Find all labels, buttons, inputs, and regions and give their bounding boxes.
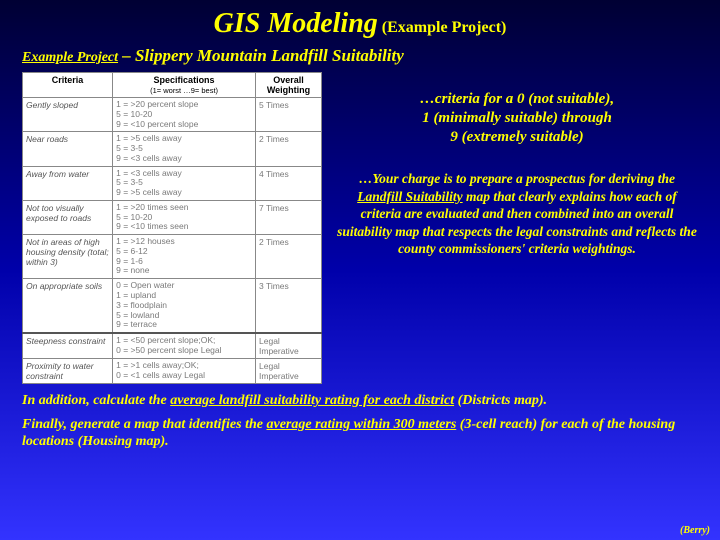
instruction-1: In addition, calculate the average landf… — [22, 392, 698, 410]
criteria-scale-note: …criteria for a 0 (not suitable), 1 (min… — [336, 90, 698, 146]
table-row: Steepness constraint1 = <50 percent slop… — [23, 333, 322, 359]
instruction-2: Finally, generate a map that identifies … — [22, 416, 698, 451]
subtitle-lead: Example Project — [22, 50, 118, 65]
cell-spec: 1 = >20 percent slope5 = 10-209 = <10 pe… — [113, 98, 256, 132]
cell-criteria: Not too visually exposed to roads — [23, 200, 113, 234]
slide-title: GIS Modeling (Example Project) — [22, 8, 698, 40]
table-row: Away from water1 = <3 cells away5 = 3-59… — [23, 166, 322, 200]
cell-spec: 1 = <3 cells away5 = 3-59 = >5 cells awa… — [113, 166, 256, 200]
cell-weight: 7 Times — [256, 200, 322, 234]
table-row: Gently sloped1 = >20 percent slope5 = 10… — [23, 98, 322, 132]
table-row: Proximity to water constraint1 = >1 cell… — [23, 359, 322, 384]
table-row: Not in areas of high housing density (to… — [23, 235, 322, 279]
credit: (Berry) — [680, 525, 710, 536]
cell-weight: 2 Times — [256, 235, 322, 279]
criteria-table-wrap: Criteria Specifications (1= worst …9= be… — [22, 72, 322, 384]
cell-criteria: Away from water — [23, 166, 113, 200]
cell-weight: 4 Times — [256, 166, 322, 200]
bottom-instructions: In addition, calculate the average landf… — [22, 392, 698, 451]
content-row: Criteria Specifications (1= worst …9= be… — [22, 72, 698, 384]
right-column: …criteria for a 0 (not suitable), 1 (min… — [336, 72, 698, 384]
subtitle: Example Project – Slippery Mountain Land… — [22, 46, 698, 66]
cell-weight: Legal Imperative — [256, 359, 322, 384]
th-criteria: Criteria — [23, 73, 113, 98]
cell-criteria: Not in areas of high housing density (to… — [23, 235, 113, 279]
cell-spec: 0 = Open water1 = upland3 = floodplain5 … — [113, 279, 256, 333]
th-weight: Overall Weighting — [256, 73, 322, 98]
subtitle-dash: – — [118, 46, 135, 65]
cell-spec: 1 = >5 cells away5 = 3-59 = <3 cells awa… — [113, 132, 256, 166]
cell-weight: 5 Times — [256, 98, 322, 132]
table-row: Near roads1 = >5 cells away5 = 3-59 = <3… — [23, 132, 322, 166]
th-spec: Specifications (1= worst …9= best) — [113, 73, 256, 98]
title-sub: (Example Project) — [382, 19, 507, 36]
cell-spec: 1 = >20 times seen5 = 10-209 = <10 times… — [113, 200, 256, 234]
cell-criteria: On appropriate soils — [23, 279, 113, 333]
table-row: On appropriate soils0 = Open water1 = up… — [23, 279, 322, 333]
cell-spec: 1 = >12 houses5 = 6-129 = 1-69 = none — [113, 235, 256, 279]
table-row: Not too visually exposed to roads1 = >20… — [23, 200, 322, 234]
cell-criteria: Proximity to water constraint — [23, 359, 113, 384]
cell-criteria: Near roads — [23, 132, 113, 166]
cell-weight: 3 Times — [256, 279, 322, 333]
cell-weight: 2 Times — [256, 132, 322, 166]
cell-criteria: Gently sloped — [23, 98, 113, 132]
title-main: GIS Modeling — [214, 8, 378, 39]
charge-note: …Your charge is to prepare a prospectus … — [336, 170, 698, 258]
cell-criteria: Steepness constraint — [23, 333, 113, 359]
cell-weight: Legal Imperative — [256, 333, 322, 359]
cell-spec: 1 = <50 percent slope;OK;0 = >50 percent… — [113, 333, 256, 359]
cell-spec: 1 = >1 cells away;OK;0 = <1 cells away L… — [113, 359, 256, 384]
subtitle-rest: Slippery Mountain Landfill Suitability — [135, 46, 404, 65]
criteria-table: Criteria Specifications (1= worst …9= be… — [22, 72, 322, 384]
